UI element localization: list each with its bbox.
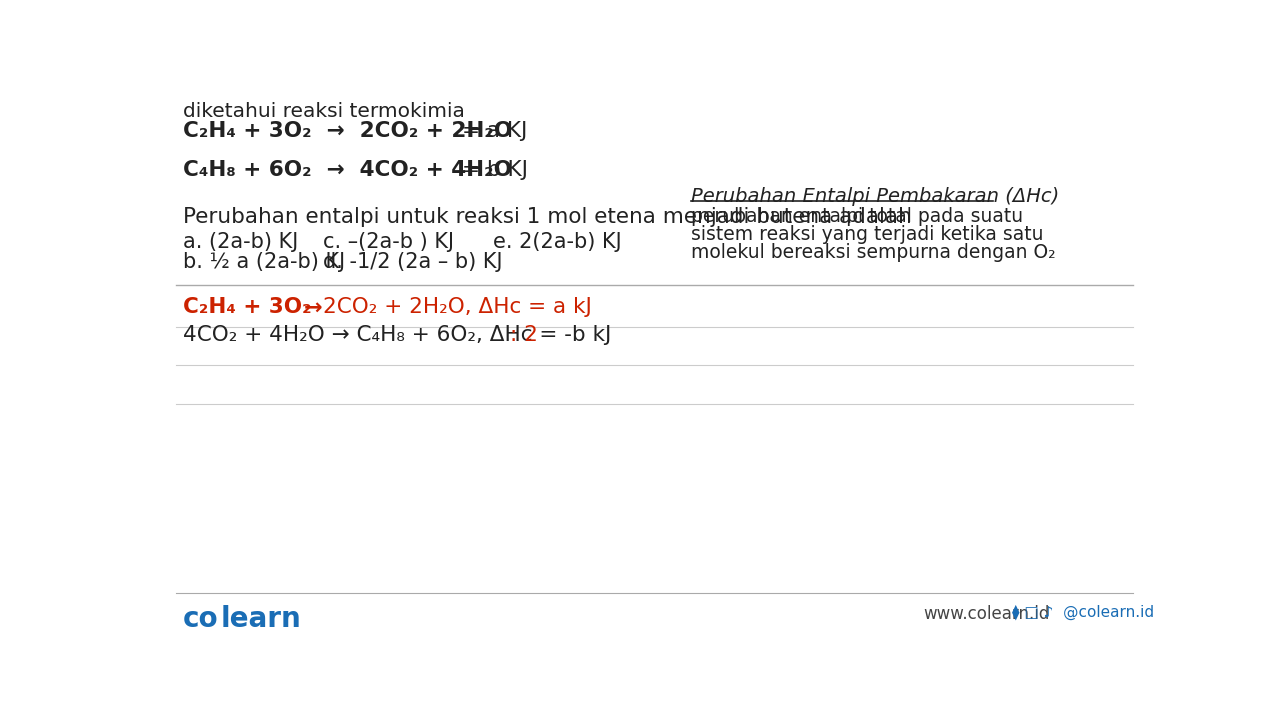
Text: sistem reaksi yang terjadi ketika satu: sistem reaksi yang terjadi ketika satu <box>691 225 1043 244</box>
Text: diketahui reaksi termokimia: diketahui reaksi termokimia <box>183 102 465 121</box>
Text: e. 2(2a-b) KJ: e. 2(2a-b) KJ <box>493 232 622 252</box>
Text: learn: learn <box>220 605 301 633</box>
Text: d. -1/2 (2a – b) KJ: d. -1/2 (2a – b) KJ <box>323 252 502 272</box>
Text: = b KJ: = b KJ <box>462 160 529 179</box>
Text: C₂H₄ + 3O₂  →  2CO₂ + 2H₂O: C₂H₄ + 3O₂ → 2CO₂ + 2H₂O <box>183 121 512 141</box>
Text: →: → <box>303 297 323 318</box>
Text: Perubahan entalpi untuk reaksi 1 mol etena menjadi butena adalah: Perubahan entalpi untuk reaksi 1 mol ete… <box>183 207 911 228</box>
Text: www.colearn.id: www.colearn.id <box>923 605 1050 623</box>
Text: 2CO₂ + 2H₂O, ΔHᴄ = a kJ: 2CO₂ + 2H₂O, ΔHᴄ = a kJ <box>323 297 591 318</box>
Text: molekul bereaksi sempurna dengan O₂: molekul bereaksi sempurna dengan O₂ <box>691 243 1056 261</box>
Text: c. –(2a-b ) KJ: c. –(2a-b ) KJ <box>323 232 453 252</box>
Text: Perubahan Entalpi Pembakaran (ΔHᴄ): Perubahan Entalpi Pembakaran (ΔHᴄ) <box>691 186 1059 205</box>
Text: C₂H₄ + 3O₂: C₂H₄ + 3O₂ <box>183 297 312 318</box>
Text: ⧫ □ ♪  @colearn.id: ⧫ □ ♪ @colearn.id <box>1012 605 1155 620</box>
Text: a. (2a-b) KJ: a. (2a-b) KJ <box>183 232 298 252</box>
Text: b. ½ a (2a-b) KJ: b. ½ a (2a-b) KJ <box>183 252 346 272</box>
Text: : 2: : 2 <box>511 325 538 345</box>
Text: C₄H₈ + 6O₂  →  4CO₂ + 4H₂O: C₄H₈ + 6O₂ → 4CO₂ + 4H₂O <box>183 160 512 179</box>
Text: = a KJ: = a KJ <box>462 121 527 141</box>
Text: co: co <box>183 605 219 633</box>
Text: 4CO₂ + 4H₂O → C₄H₈ + 6O₂, ΔHᴄ = -b kJ: 4CO₂ + 4H₂O → C₄H₈ + 6O₂, ΔHᴄ = -b kJ <box>183 325 612 345</box>
Text: perubahan entalpi total pada suatu: perubahan entalpi total pada suatu <box>691 207 1023 226</box>
